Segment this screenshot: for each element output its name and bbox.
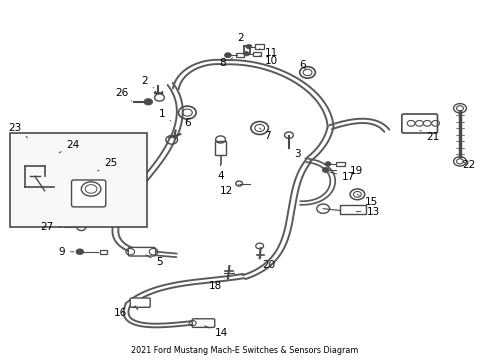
Text: 13: 13 [356,207,380,217]
Bar [253,52,261,55]
Text: 4: 4 [217,165,224,181]
Text: 26: 26 [115,88,132,101]
FancyBboxPatch shape [192,319,215,327]
FancyBboxPatch shape [130,298,150,307]
Circle shape [76,249,84,255]
FancyBboxPatch shape [128,247,156,256]
Text: 6: 6 [299,60,306,70]
Circle shape [322,167,329,172]
Circle shape [244,51,249,56]
Bar [100,250,107,253]
Bar [237,53,244,57]
FancyBboxPatch shape [72,180,106,207]
Text: 5: 5 [146,255,163,267]
Text: 22: 22 [462,160,475,170]
Circle shape [325,162,331,166]
Text: 19: 19 [344,166,363,176]
Text: 12: 12 [220,184,239,197]
Text: 9: 9 [58,247,74,257]
Bar [255,44,264,49]
Bar [10,134,147,226]
Text: 16: 16 [114,307,134,318]
Text: 6: 6 [184,118,191,128]
Text: 11: 11 [260,48,278,58]
Text: 23: 23 [8,123,27,138]
Text: 20: 20 [261,257,275,270]
Text: 2: 2 [142,76,154,88]
Text: 1: 1 [159,109,171,121]
Text: 27: 27 [41,222,61,232]
Bar [336,162,344,166]
Bar [215,140,226,155]
Text: 10: 10 [260,55,278,66]
FancyBboxPatch shape [402,114,438,133]
Text: 8: 8 [220,58,233,68]
Text: 18: 18 [209,276,228,291]
Text: 7: 7 [260,128,270,141]
Text: 3: 3 [289,148,301,159]
Text: 2: 2 [237,33,244,46]
Text: 17: 17 [330,172,355,182]
Circle shape [224,53,231,58]
Circle shape [246,44,252,49]
Bar [340,205,366,214]
Text: 2021 Ford Mustang Mach-E Switches & Sensors Diagram: 2021 Ford Mustang Mach-E Switches & Sens… [131,346,359,355]
Circle shape [144,99,153,105]
Text: 21: 21 [420,131,440,142]
Text: 15: 15 [357,194,378,207]
Text: 25: 25 [98,158,117,171]
Text: 14: 14 [204,326,228,338]
Text: 24: 24 [59,140,80,153]
